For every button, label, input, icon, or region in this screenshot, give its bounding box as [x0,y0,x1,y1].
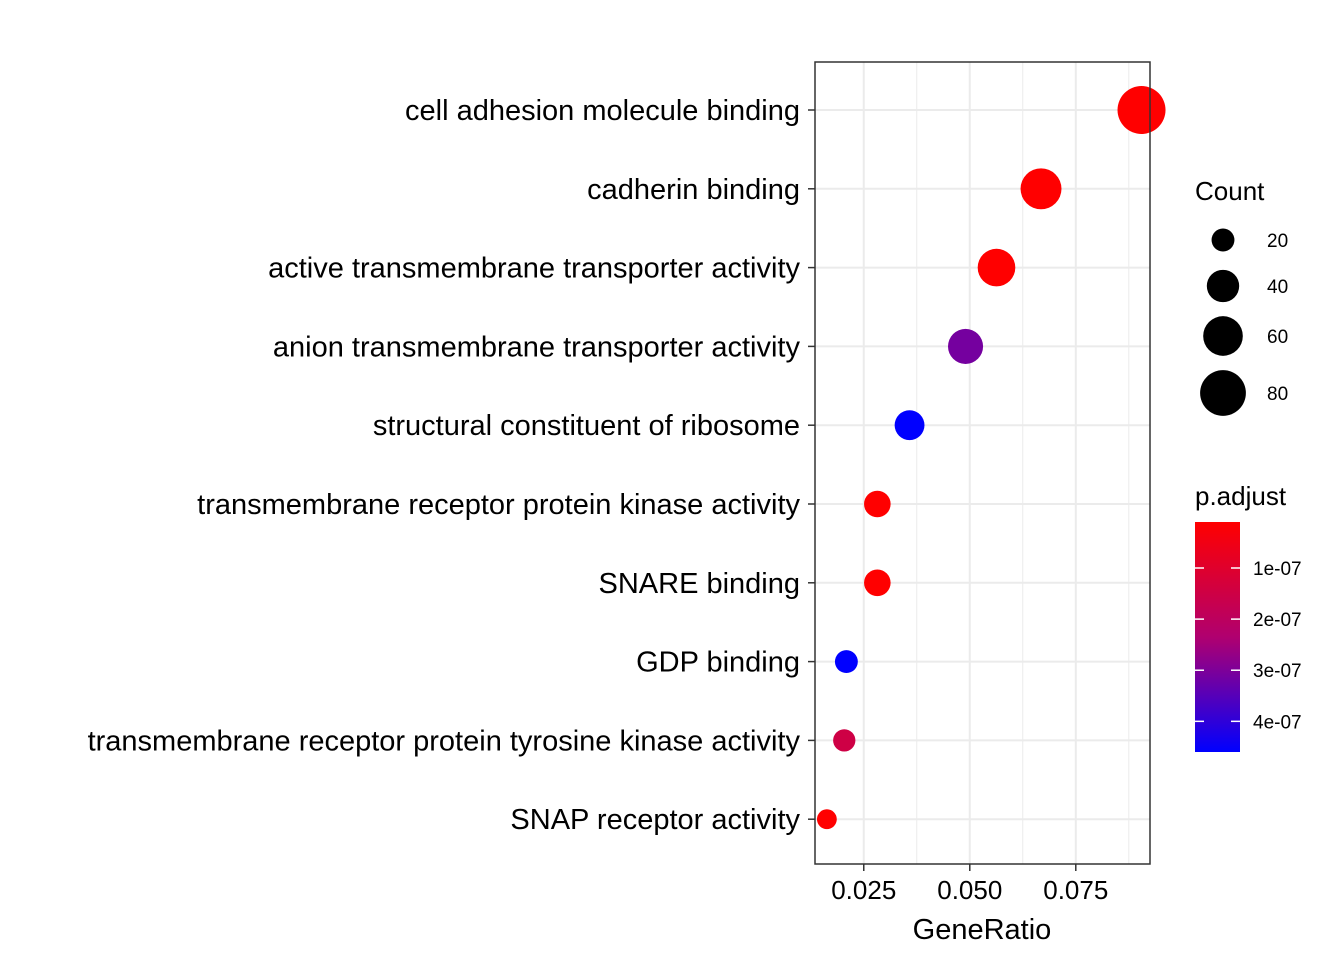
y-tick-label: structural constituent of ribosome [373,410,800,442]
data-point [1117,86,1166,134]
panel-background [815,62,1150,864]
panel-border [814,61,1151,865]
data-point [864,569,891,597]
data-point [834,650,858,674]
p-adjust-colorbar [1195,522,1240,752]
y-tick-label: transmembrane receptor protein kinase ac… [197,489,800,521]
y-tick-label: SNARE binding [599,568,801,600]
data-point [1020,168,1062,210]
p-adjust-legend: p.adjust 1e-07 2e-07 3e-07 4e-07 [1195,481,1302,752]
p-adjust-label: 3e-07 [1253,661,1302,682]
x-tick-label: 0.050 [937,875,1002,905]
p-adjust-label: 2e-07 [1253,610,1302,631]
y-tick-label: anion transmembrane transporter activity [273,331,801,363]
y-tick-label: cadherin binding [587,174,800,206]
data-point [833,729,856,752]
data-points [816,86,1166,830]
p-adjust-legend-title: p.adjust [1195,481,1287,511]
data-point [816,809,837,830]
x-tick-label: 0.025 [831,875,896,905]
count-legend-label: 40 [1267,277,1288,298]
data-point [977,248,1016,287]
count-legend-label: 60 [1267,327,1288,348]
x-tick-label: 0.075 [1043,875,1108,905]
y-tick-label: GDP binding [636,647,800,679]
p-adjust-label: 4e-07 [1253,712,1302,733]
count-legend-key [1203,316,1243,356]
x-axis-title: GeneRatio [913,914,1052,946]
count-legend-key [1206,269,1240,303]
y-tick-label: cell adhesion molecule binding [405,95,800,127]
data-point [947,328,984,364]
y-tick-label: SNAP receptor activity [510,804,800,836]
count-legend: Count 20 40 60 80 [1195,176,1288,416]
count-legend-key [1200,370,1246,416]
y-tick-label: transmembrane receptor protein tyrosine … [88,725,801,757]
x-axis: 0.025 0.050 0.075 [831,864,1108,905]
count-legend-label: 20 [1267,231,1288,252]
count-legend-key [1211,228,1235,252]
y-axis: cell adhesion molecule binding cadherin b… [88,95,815,836]
data-point [864,490,891,518]
y-tick-label: active transmembrane transporter activit… [268,253,800,285]
count-legend-title: Count [1195,176,1265,206]
p-adjust-label: 1e-07 [1253,559,1302,580]
data-point [894,410,925,441]
count-legend-label: 80 [1267,384,1288,405]
